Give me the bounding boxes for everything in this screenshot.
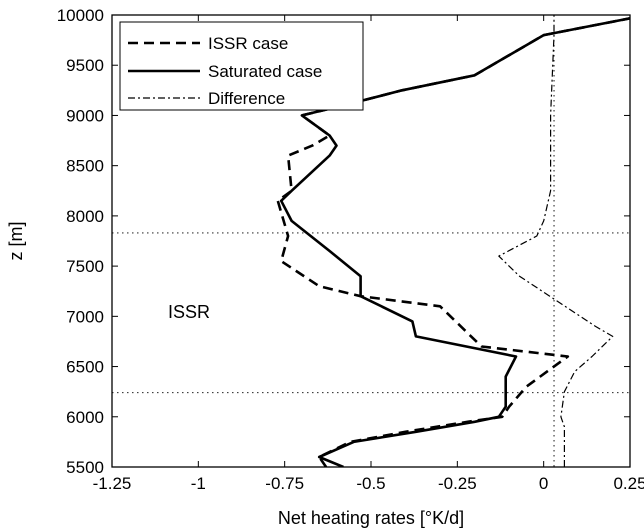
y-axis: 5500 6000 6500 7000 7500 8000 8500 9000 9500 1000… xyxy=(57,6,630,477)
issr-annotation: ISSR xyxy=(168,302,210,322)
y-tick-label: 5500 xyxy=(66,458,104,477)
x-tick-label: -0.25 xyxy=(438,474,477,493)
y-tick-label: 7000 xyxy=(66,307,104,326)
legend-label-saturated: Saturated case xyxy=(208,62,322,81)
y-tick-label: 9500 xyxy=(66,56,104,75)
y-axis-title: z [m] xyxy=(6,222,26,261)
x-axis: -1.25 -1 -0.75 -0.5 -0.25 0 0.25 xyxy=(93,15,644,493)
x-tick-label: -0.75 xyxy=(265,474,304,493)
x-tick-label: -1.25 xyxy=(93,474,132,493)
y-tick-label: 10000 xyxy=(57,6,104,25)
legend: ISSR case Saturated case Difference xyxy=(119,21,364,111)
y-tick-label: 8500 xyxy=(66,157,104,176)
x-tick-label: -1 xyxy=(191,474,206,493)
x-tick-label: 0.25 xyxy=(613,474,644,493)
y-tick-label: 8000 xyxy=(66,207,104,226)
y-tick-label: 9000 xyxy=(66,106,104,125)
x-tick-label: 0 xyxy=(539,474,548,493)
y-tick-label: 7500 xyxy=(66,257,104,276)
legend-label-issr: ISSR case xyxy=(208,34,288,53)
legend-label-difference: Difference xyxy=(208,89,285,108)
y-tick-label: 6000 xyxy=(66,408,104,427)
y-tick-label: 6500 xyxy=(66,358,104,377)
series-line-difference xyxy=(498,15,614,467)
x-tick-label: -0.5 xyxy=(356,474,385,493)
x-axis-title: Net heating rates [°K/d] xyxy=(278,508,464,528)
legend-box xyxy=(119,21,364,111)
reference-lines xyxy=(112,15,630,467)
